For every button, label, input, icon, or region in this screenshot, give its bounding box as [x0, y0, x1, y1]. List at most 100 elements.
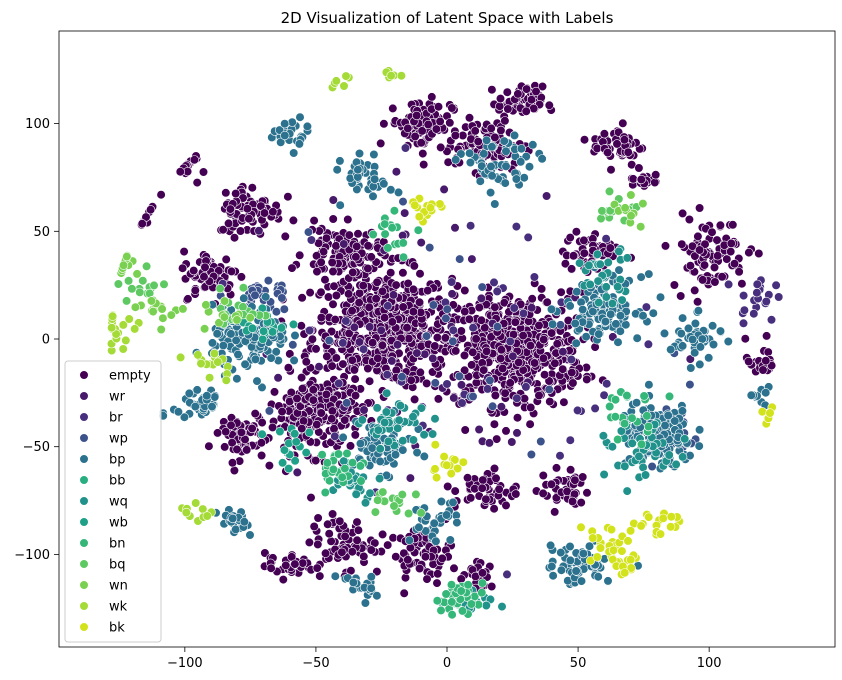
- point: [600, 317, 611, 327]
- point: [510, 317, 520, 327]
- point: [292, 393, 302, 404]
- point: [225, 204, 235, 214]
- point: [231, 524, 241, 535]
- point: [607, 442, 618, 452]
- point: [316, 313, 327, 323]
- point: [295, 250, 305, 260]
- point: [622, 391, 632, 401]
- point: [539, 335, 549, 345]
- point: [437, 553, 447, 564]
- point: [383, 540, 393, 550]
- point: [525, 341, 536, 351]
- point: [686, 363, 696, 373]
- point: [305, 325, 315, 336]
- point: [442, 510, 452, 520]
- point: [579, 135, 590, 145]
- point: [666, 512, 676, 522]
- point: [594, 298, 604, 308]
- point: [647, 461, 657, 472]
- point: [620, 203, 630, 213]
- point: [118, 344, 128, 354]
- point: [266, 353, 276, 363]
- point: [525, 419, 535, 429]
- point: [766, 315, 777, 325]
- point: [545, 540, 556, 551]
- point: [642, 411, 652, 421]
- point: [213, 428, 223, 438]
- point: [627, 438, 637, 448]
- point: [538, 470, 548, 481]
- legend: empty wr br wp bp bb wq wb bn bq wn wk bk: [64, 360, 162, 643]
- point: [606, 524, 617, 535]
- point: [344, 230, 354, 240]
- point: [256, 438, 267, 448]
- point: [408, 307, 419, 317]
- point: [516, 157, 526, 167]
- legend-marker: [79, 454, 89, 464]
- point: [219, 312, 229, 322]
- chart-title: 2D Visualization of Latent Space with La…: [281, 9, 614, 27]
- point: [578, 305, 588, 315]
- point: [546, 304, 557, 314]
- point: [386, 185, 396, 195]
- point: [294, 139, 305, 149]
- point: [595, 543, 606, 553]
- point: [276, 323, 287, 333]
- point: [364, 302, 374, 312]
- point: [416, 138, 426, 148]
- point: [263, 276, 274, 286]
- point: [622, 253, 632, 263]
- point: [446, 580, 457, 590]
- point: [391, 167, 402, 177]
- point: [280, 119, 290, 129]
- point: [677, 208, 688, 218]
- point: [664, 391, 675, 402]
- point: [511, 222, 522, 232]
- point: [430, 464, 440, 474]
- point: [312, 563, 322, 573]
- point: [412, 348, 422, 358]
- point: [521, 106, 531, 116]
- point: [447, 289, 457, 299]
- point: [288, 340, 298, 350]
- point: [295, 112, 305, 122]
- legend-marker: [79, 391, 89, 401]
- point: [603, 148, 613, 158]
- point: [468, 347, 478, 357]
- point: [344, 289, 354, 299]
- point: [435, 116, 445, 127]
- point: [400, 208, 410, 218]
- point: [431, 536, 441, 546]
- point: [655, 529, 666, 539]
- point: [328, 299, 338, 309]
- point: [393, 187, 404, 197]
- point: [299, 416, 309, 426]
- point: [738, 318, 749, 328]
- point: [127, 284, 137, 294]
- point: [335, 200, 345, 210]
- point: [574, 258, 585, 268]
- point: [124, 314, 134, 324]
- point: [395, 401, 406, 411]
- legend-label: wb: [109, 516, 128, 531]
- point: [367, 443, 377, 453]
- point: [268, 207, 278, 217]
- point: [398, 197, 408, 207]
- point: [315, 571, 325, 581]
- point: [383, 301, 393, 311]
- point: [398, 268, 408, 278]
- point: [158, 313, 168, 323]
- point: [330, 315, 340, 325]
- point: [202, 391, 212, 401]
- point: [226, 329, 236, 339]
- point: [739, 305, 750, 315]
- point: [537, 154, 547, 164]
- point: [324, 529, 334, 539]
- point: [283, 363, 294, 373]
- point: [389, 501, 399, 511]
- point: [335, 516, 345, 526]
- point: [213, 357, 223, 367]
- point: [250, 290, 260, 300]
- point: [380, 313, 390, 323]
- point: [746, 390, 756, 400]
